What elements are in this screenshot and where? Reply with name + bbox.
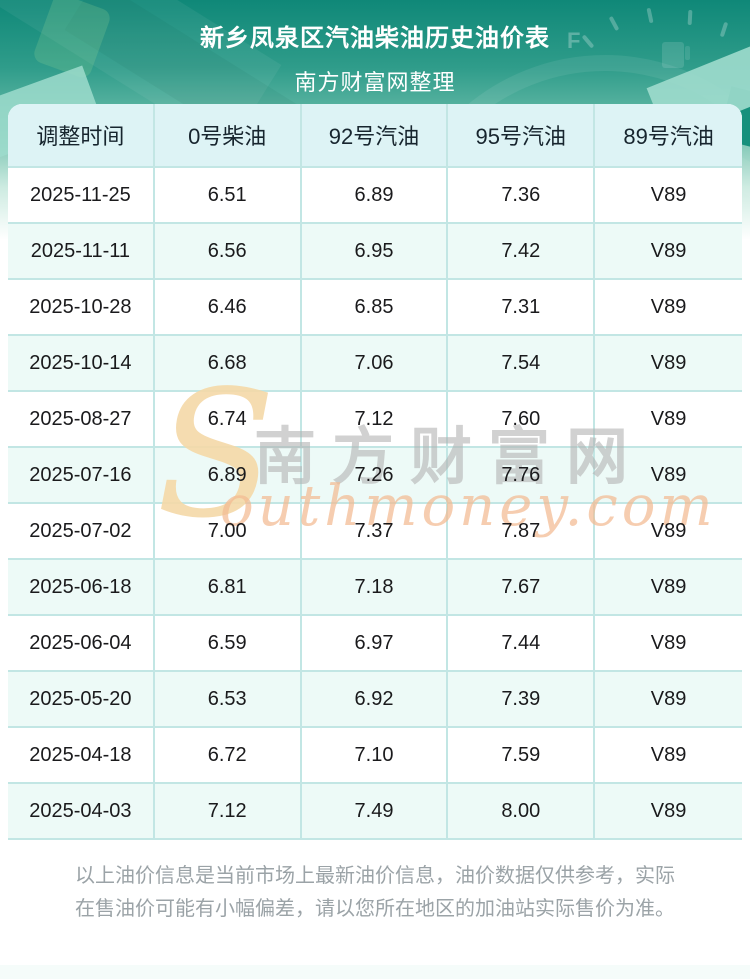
cell-value: 7.87 xyxy=(448,504,596,558)
cell-value: 6.46 xyxy=(155,280,302,334)
cell-value: 6.89 xyxy=(302,168,449,222)
cell-value: 7.12 xyxy=(155,784,302,838)
cell-value: 7.31 xyxy=(448,280,596,334)
cell-value: V89 xyxy=(650,631,687,654)
cell-value: 7.39 xyxy=(448,672,596,726)
cell-value: 6.72 xyxy=(155,728,302,782)
cell-value: 6.51 xyxy=(155,168,302,222)
cell-value: 7.67 xyxy=(448,560,596,614)
table-body: 2025-11-25 6.51 6.89 7.36 V89 2025-11-11 6.56 6… xyxy=(8,166,742,840)
disclaimer-note: 以上油价信息是当前市场上最新油价信息，油价数据仅供参考，实际在售油价可能有小幅偏… xyxy=(75,865,675,920)
page-subtitle: 南方财富网整理 xyxy=(294,70,456,95)
cell-date: 2025-10-14 xyxy=(8,336,155,390)
table-row: 2025-04-03 7.12 7.49 8.00 V89 xyxy=(8,782,742,838)
cell-value: 7.59 xyxy=(448,728,596,782)
cell-value: V89 xyxy=(650,183,687,206)
table-row: 2025-07-16 6.89 7.26 7.76 V89 xyxy=(8,446,742,502)
cell-value: 7.12 xyxy=(302,392,449,446)
cell-value: 7.60 xyxy=(448,392,596,446)
table-row: 2025-07-02 7.00 7.37 7.87 V89 xyxy=(8,502,742,558)
cell-value: V89 xyxy=(650,463,687,486)
cell-value: 6.89 xyxy=(155,448,302,502)
fuel-pump-icon xyxy=(662,42,690,68)
table-row: 2025-04-18 6.72 7.10 7.59 V89 xyxy=(8,726,742,782)
cell-value: 7.10 xyxy=(302,728,449,782)
table-row: 2025-11-25 6.51 6.89 7.36 V89 xyxy=(8,166,742,222)
col-header-gas92: 92号汽油 xyxy=(302,104,449,166)
cell-date: 2025-11-11 xyxy=(8,224,155,278)
cell-date: 2025-06-04 xyxy=(8,616,155,670)
col-header-diesel0: 0号柴油 xyxy=(155,104,302,166)
cell-value: 6.68 xyxy=(155,336,302,390)
cell-value: V89 xyxy=(650,239,687,262)
table-row: 2025-08-27 6.74 7.12 7.60 V89 xyxy=(8,390,742,446)
cell-date: 2025-07-16 xyxy=(8,448,155,502)
col-header-gas95: 95号汽油 xyxy=(448,104,596,166)
cell-date: 2025-05-20 xyxy=(8,672,155,726)
cell-date: 2025-06-18 xyxy=(8,560,155,614)
cell-date: 2025-07-02 xyxy=(8,504,155,558)
cell-value: 7.18 xyxy=(302,560,449,614)
cell-value: V89 xyxy=(650,295,687,318)
col-header-gas89: 89号汽油 xyxy=(623,124,714,149)
cell-value: 6.97 xyxy=(302,616,449,670)
cell-value: 7.76 xyxy=(448,448,596,502)
cell-value: 6.81 xyxy=(155,560,302,614)
cell-value: 6.95 xyxy=(302,224,449,278)
cell-value: 7.42 xyxy=(448,224,596,278)
cell-value: V89 xyxy=(650,407,687,430)
cell-value: 6.92 xyxy=(302,672,449,726)
cell-date: 2025-10-28 xyxy=(8,280,155,334)
cell-date: 2025-04-03 xyxy=(8,784,155,838)
cell-value: 7.49 xyxy=(302,784,449,838)
col-header-date: 调整时间 xyxy=(8,104,155,166)
cell-date: 2025-08-27 xyxy=(8,392,155,446)
table-row: 2025-06-18 6.81 7.18 7.67 V89 xyxy=(8,558,742,614)
cell-value: 6.59 xyxy=(155,616,302,670)
cell-value: 6.74 xyxy=(155,392,302,446)
cell-date: 2025-11-25 xyxy=(8,168,155,222)
cell-value: V89 xyxy=(650,351,687,374)
cell-value: 7.00 xyxy=(155,504,302,558)
cell-value: 7.26 xyxy=(302,448,449,502)
bottom-strip xyxy=(0,965,750,979)
cell-date: 2025-04-18 xyxy=(8,728,155,782)
cell-value: V89 xyxy=(650,575,687,598)
cell-value: 8.00 xyxy=(448,784,596,838)
cell-value: V89 xyxy=(650,799,687,822)
cell-value: 7.37 xyxy=(302,504,449,558)
table-row: 2025-06-04 6.59 6.97 7.44 V89 xyxy=(8,614,742,670)
cell-value: V89 xyxy=(650,519,687,542)
cell-value: 7.44 xyxy=(448,616,596,670)
gauge-full-letter: F xyxy=(567,28,581,53)
cell-value: 7.06 xyxy=(302,336,449,390)
table-row: 2025-10-14 6.68 7.06 7.54 V89 xyxy=(8,334,742,390)
table-row: 2025-10-28 6.46 6.85 7.31 V89 xyxy=(8,278,742,334)
price-table: 调整时间 0号柴油 92号汽油 95号汽油 89号汽油 2025-11-25 6.… xyxy=(8,104,742,840)
cell-value: 6.85 xyxy=(302,280,449,334)
table-row: 2025-05-20 6.53 6.92 7.39 V89 xyxy=(8,670,742,726)
page-title: 新乡凤泉区汽油柴油历史油价表 xyxy=(200,25,550,52)
cell-value: 6.53 xyxy=(155,672,302,726)
table-header-row: 调整时间 0号柴油 92号汽油 95号汽油 89号汽油 xyxy=(8,104,742,166)
cell-value: V89 xyxy=(650,743,687,766)
cell-value: 7.54 xyxy=(448,336,596,390)
cell-value: 6.56 xyxy=(155,224,302,278)
cell-value: V89 xyxy=(650,687,687,710)
cell-value: 7.36 xyxy=(448,168,596,222)
table-row: 2025-11-11 6.56 6.95 7.42 V89 xyxy=(8,222,742,278)
